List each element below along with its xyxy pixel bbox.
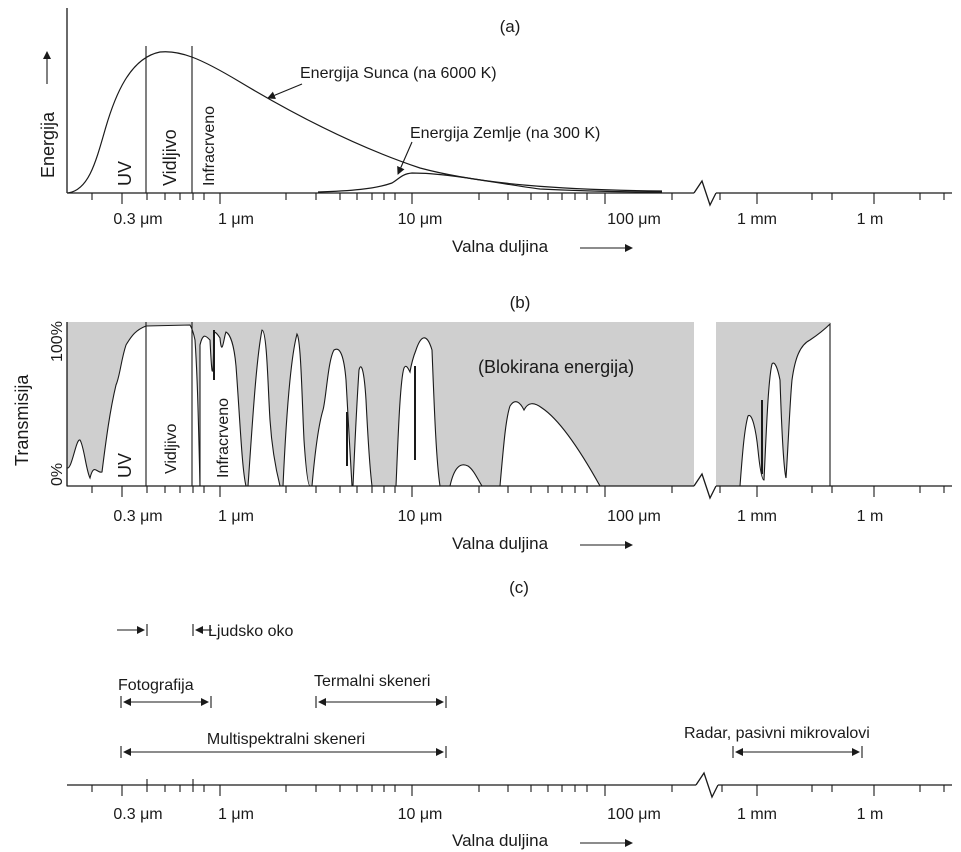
panel-a-ticks <box>91 193 945 204</box>
transmission-window-4 <box>352 366 373 487</box>
transmission-window-3 <box>311 348 353 487</box>
tick-label-1m: 1 m <box>857 508 884 525</box>
transmission-window-microwave <box>739 322 831 487</box>
panel-c-tick-labels: 0.3 μm 1 μm 10 μm 100 μm 1 mm 1 m <box>113 806 883 823</box>
transmission-window-near-ir <box>199 331 247 487</box>
panel-c: (c) Ljudsko oko Fotografija Termalni ske… <box>67 578 952 850</box>
panel-b-ylabel: Transmisija <box>12 374 32 466</box>
tick-label-1um: 1 μm <box>218 806 254 823</box>
panel-b-band-visible: Vidljivo <box>163 424 180 475</box>
tick-label-10um: 10 μm <box>398 211 443 228</box>
tick-label-0-3um: 0.3 μm <box>113 211 162 228</box>
tick-label-1m: 1 m <box>857 211 884 228</box>
panel-a-xlabel: Valna duljina <box>452 237 549 256</box>
radar-label: Radar, pasivni mikrovalovi <box>684 725 870 742</box>
panel-a-band-visible: Vidljivo <box>160 129 180 186</box>
transmission-window-5 <box>395 337 441 487</box>
sun-energy-arrow <box>267 83 303 100</box>
photo-label: Fotografija <box>118 677 194 694</box>
panel-c-xlabel: Valna duljina <box>452 831 549 850</box>
panel-c-ticks <box>91 779 945 796</box>
tick-label-100um: 100 μm <box>607 211 661 228</box>
panel-b: (b) <box>12 293 952 553</box>
multispectral-label: Multispektralni skeneri <box>207 731 365 748</box>
panel-a-band-infrared: Infracrveno <box>201 106 218 186</box>
panel-b-y-bottom: 0% <box>49 463 66 486</box>
tick-label-0-3um: 0.3 μm <box>113 806 162 823</box>
transmission-window-6 <box>449 464 484 487</box>
transmission-window-uv-visible <box>66 324 201 487</box>
transmission-window-1 <box>247 329 281 487</box>
sun-energy-label: Energija Sunca (na 6000 K) <box>300 65 497 82</box>
eye-label: Ljudsko oko <box>208 623 293 640</box>
panel-b-tick-labels: 0.3 μm 1 μm 10 μm 100 μm 1 mm 1 m <box>113 508 883 525</box>
thermal-label: Termalni skeneri <box>314 673 430 690</box>
panel-b-title: (b) <box>510 293 531 312</box>
panel-a-ylabel: Energija <box>38 111 58 178</box>
panel-c-axis-break <box>695 771 719 799</box>
blocked-energy-label: (Blokirana energija) <box>478 357 634 377</box>
panel-b-y-top: 100% <box>49 321 66 362</box>
tick-label-1mm: 1 mm <box>737 211 777 228</box>
panel-b-band-infrared: Infracrveno <box>215 398 232 478</box>
tick-label-100um: 100 μm <box>607 508 661 525</box>
tick-label-1m: 1 m <box>857 806 884 823</box>
tick-label-0-3um: 0.3 μm <box>113 508 162 525</box>
transmission-window-2 <box>282 332 311 487</box>
panel-a-title: (a) <box>500 17 521 36</box>
tick-label-10um: 10 μm <box>398 508 443 525</box>
panel-a-band-uv: UV <box>115 161 135 186</box>
panel-a-axis-break <box>693 179 717 207</box>
earth-energy-arrow <box>397 141 413 175</box>
absorption-lines <box>213 330 763 474</box>
panel-a: (a) Energija 0.3 <box>38 8 952 256</box>
tick-label-10um: 10 μm <box>398 806 443 823</box>
panel-b-band-uv: UV <box>115 453 135 478</box>
panel-b-axis-break <box>693 472 717 500</box>
panel-c-title: (c) <box>509 578 529 597</box>
earth-energy-label: Energija Zemlje (na 300 K) <box>410 125 600 142</box>
earth-energy-curve <box>317 172 663 193</box>
tick-label-100um: 100 μm <box>607 806 661 823</box>
transmission-window-7 <box>499 401 601 487</box>
panel-a-tick-labels: 0.3 μm 1 μm 10 μm 100 μm 1 mm 1 m <box>113 211 883 228</box>
tick-label-1um: 1 μm <box>218 211 254 228</box>
tick-label-1mm: 1 mm <box>737 508 777 525</box>
tick-label-1um: 1 μm <box>218 508 254 525</box>
panel-b-xlabel: Valna duljina <box>452 534 549 553</box>
panel-b-ticks <box>91 486 945 497</box>
tick-label-1mm: 1 mm <box>737 806 777 823</box>
